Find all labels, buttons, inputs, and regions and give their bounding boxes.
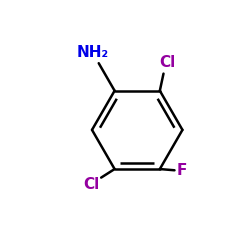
Text: NH₂: NH₂ [76, 45, 109, 60]
Text: Cl: Cl [159, 55, 175, 70]
Text: Cl: Cl [83, 178, 100, 192]
Text: F: F [177, 163, 187, 178]
